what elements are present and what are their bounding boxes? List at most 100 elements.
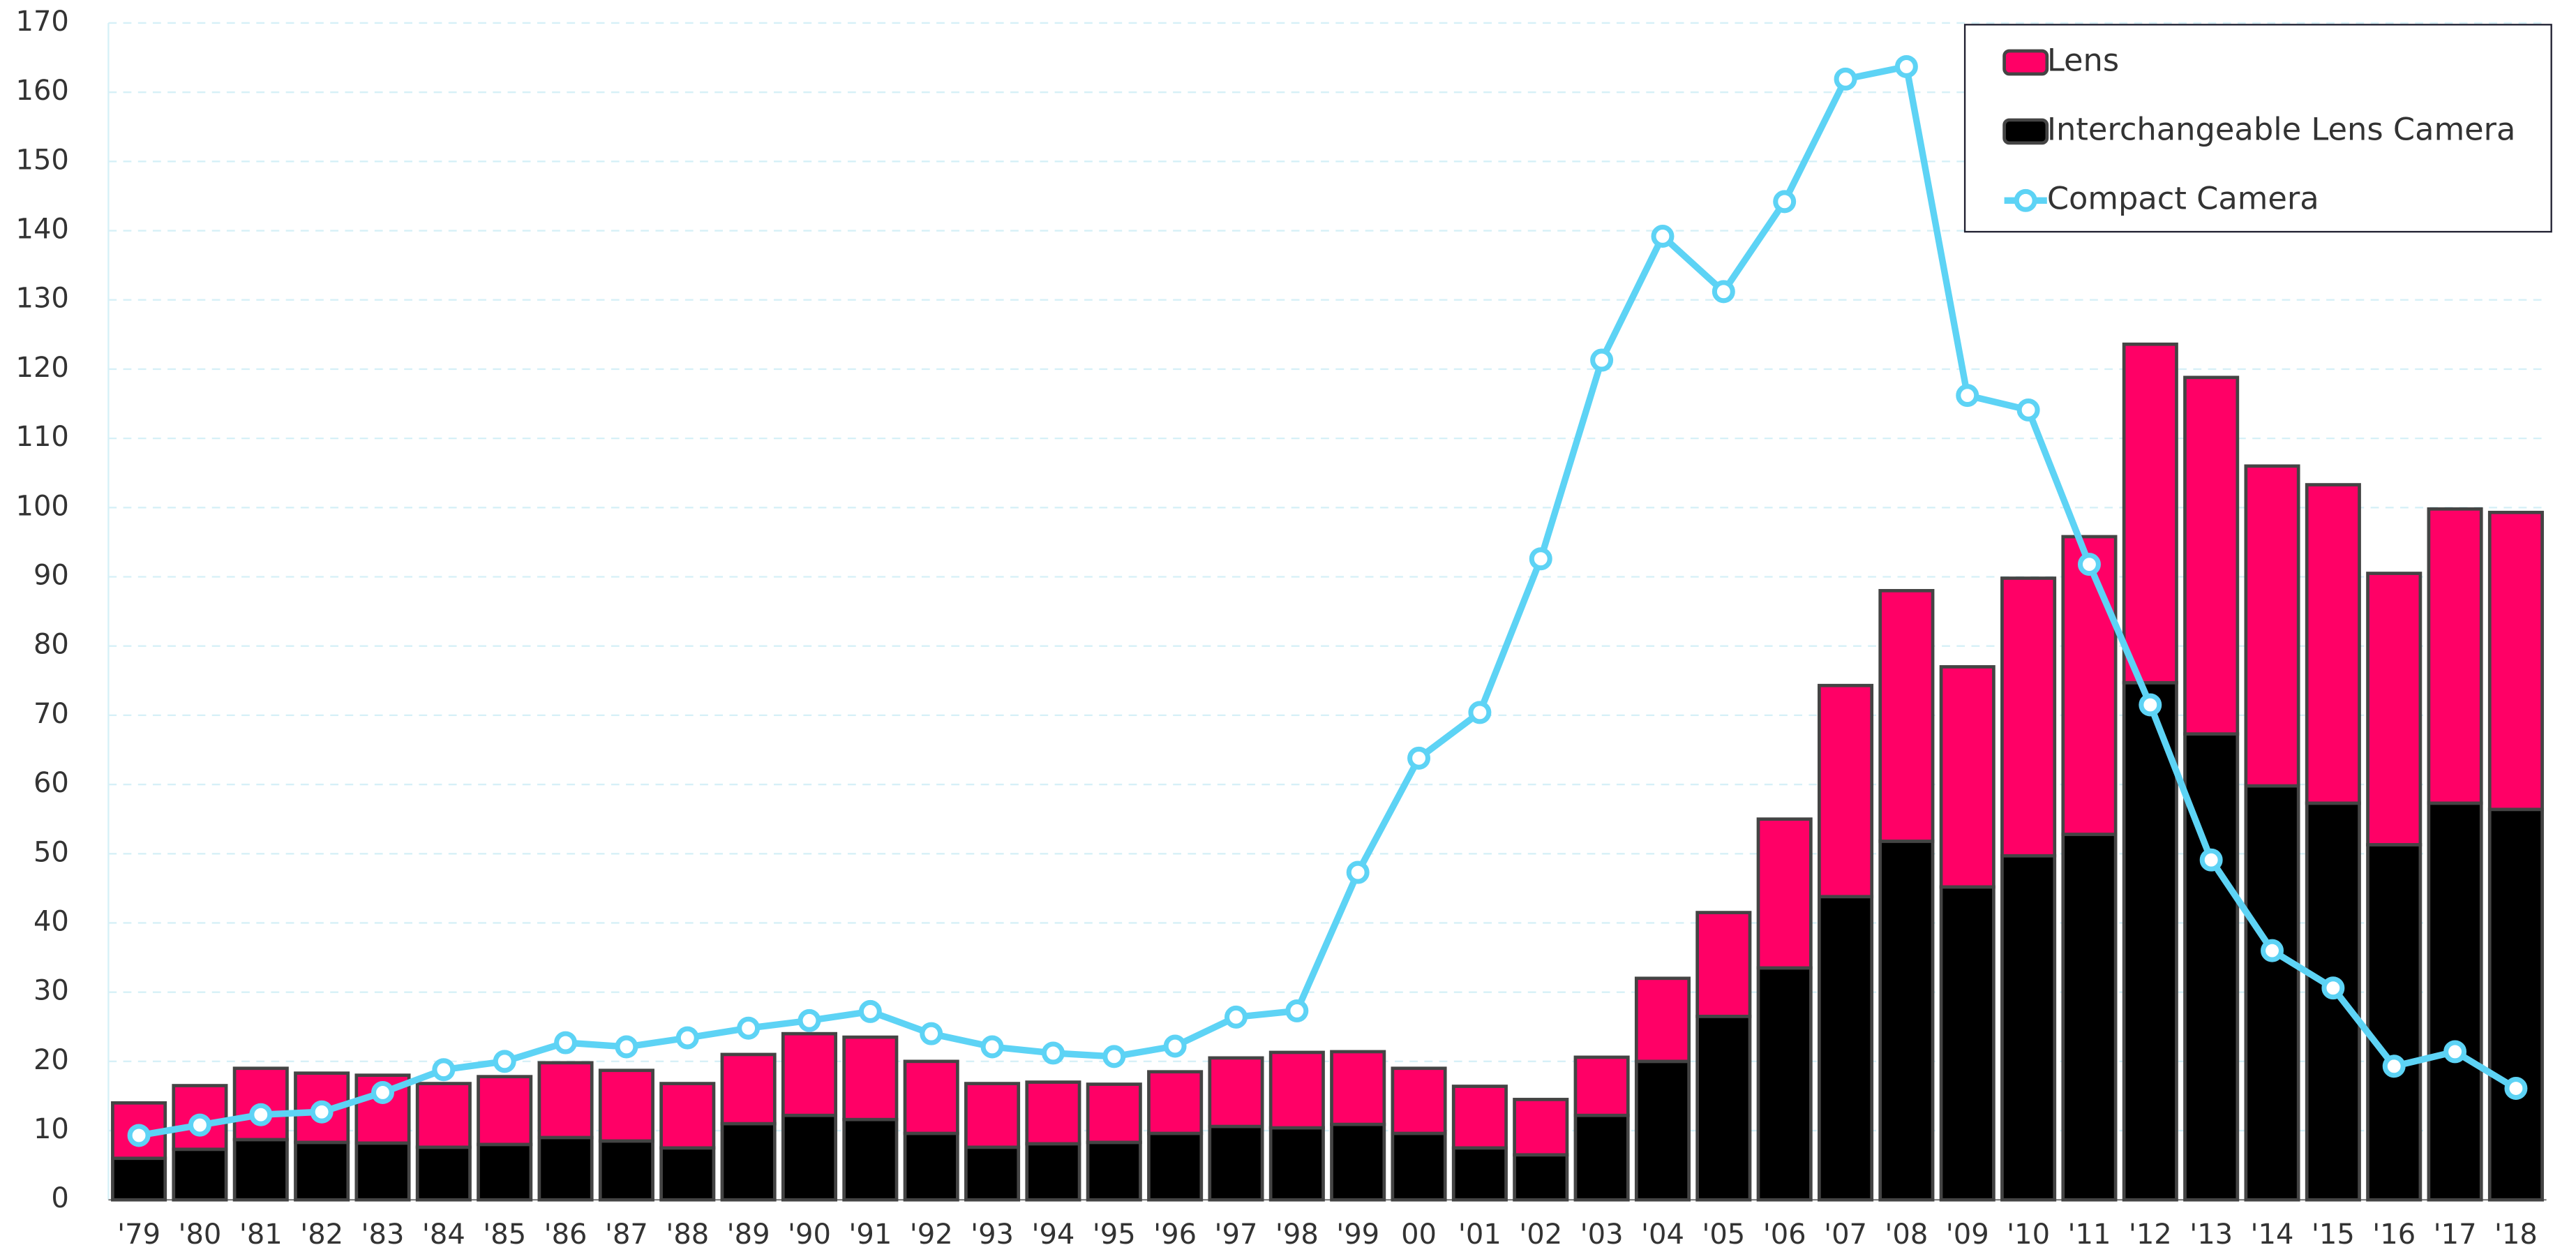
x-tick-label: '11 xyxy=(2067,1219,2111,1251)
bar xyxy=(1451,1146,1508,1202)
bar xyxy=(1268,1126,1325,1202)
bar xyxy=(1634,976,1691,1064)
bar xyxy=(598,1068,654,1143)
bar xyxy=(1513,1153,1569,1202)
bar xyxy=(2000,576,2057,858)
point xyxy=(675,1026,699,1050)
bar xyxy=(1147,1070,1204,1135)
bar xyxy=(354,1141,411,1202)
point xyxy=(1102,1045,1126,1068)
point xyxy=(615,1035,638,1059)
point xyxy=(920,1022,943,1045)
point xyxy=(310,1100,334,1124)
bar xyxy=(842,1035,899,1122)
x-tick-label: '80 xyxy=(178,1219,221,1251)
point xyxy=(1407,746,1431,770)
bar xyxy=(2487,807,2544,1202)
x-tick-label: '13 xyxy=(2189,1219,2233,1251)
bar xyxy=(842,1117,899,1202)
bar xyxy=(1573,1055,1630,1117)
legend-label: Lens xyxy=(2047,41,2119,78)
bar xyxy=(1513,1098,1569,1157)
bar xyxy=(2427,801,2483,1202)
x-tick-label: '16 xyxy=(2372,1219,2416,1251)
bar xyxy=(659,1082,716,1150)
x-tick-label: '98 xyxy=(1275,1219,1319,1251)
bar xyxy=(1634,1059,1691,1202)
bar xyxy=(2305,483,2361,805)
x-tick-label: '94 xyxy=(1031,1219,1074,1251)
x-tick-label: '10 xyxy=(2007,1219,2050,1251)
y-tick-label: 60 xyxy=(33,767,69,799)
bar xyxy=(781,1031,838,1117)
x-tick-label: '81 xyxy=(239,1219,283,1251)
bar xyxy=(1756,817,1813,970)
bar xyxy=(964,1082,1021,1149)
point xyxy=(2016,398,2040,422)
y-tick-label: 0 xyxy=(51,1182,68,1214)
x-tick-label: '04 xyxy=(1641,1219,1684,1251)
legend-swatch xyxy=(2002,49,2049,76)
point xyxy=(980,1035,1004,1059)
point xyxy=(1956,384,1979,408)
legend-label: Interchangeable Lens Camera xyxy=(2047,110,2516,147)
point xyxy=(1590,348,1614,372)
x-tick-label: '95 xyxy=(1093,1219,1136,1251)
bar xyxy=(1391,1131,1447,1202)
bar xyxy=(1025,1080,1081,1146)
bar xyxy=(1330,1122,1386,1202)
point xyxy=(1894,54,1918,78)
y-tick-label: 50 xyxy=(33,836,69,868)
y-tick-label: 30 xyxy=(33,975,69,1007)
bar xyxy=(1208,1056,1264,1128)
point xyxy=(1651,224,1675,248)
point xyxy=(371,1080,394,1104)
x-tick-label: '05 xyxy=(1702,1219,1745,1251)
x-tick-label: '97 xyxy=(1215,1219,1258,1251)
bar xyxy=(2183,732,2240,1202)
x-tick-label: '89 xyxy=(727,1219,770,1251)
x-tick-label: '17 xyxy=(2434,1219,2477,1251)
point xyxy=(1529,547,1552,571)
bar xyxy=(1025,1142,1081,1202)
legend-swatch xyxy=(2002,118,2049,145)
x-tick-label: '01 xyxy=(1458,1219,1502,1251)
x-tick-label: '08 xyxy=(1885,1219,1928,1251)
x-tick-label: '92 xyxy=(910,1219,953,1251)
x-tick-label: '87 xyxy=(605,1219,648,1251)
bar xyxy=(415,1082,472,1149)
bar xyxy=(111,1156,167,1202)
bar xyxy=(1086,1140,1142,1202)
bar xyxy=(477,1142,533,1202)
y-tick-label: 70 xyxy=(33,698,69,730)
point xyxy=(1163,1034,1187,1058)
bar xyxy=(2183,375,2240,736)
x-tick-label: 00 xyxy=(1401,1219,1437,1251)
point xyxy=(858,999,882,1023)
legend-label: Compact Camera xyxy=(2047,179,2319,216)
point xyxy=(249,1103,273,1126)
x-tick-label: '86 xyxy=(544,1219,587,1251)
bar xyxy=(1208,1124,1264,1202)
x-tick-label: '84 xyxy=(422,1219,465,1251)
x-tick-label: '02 xyxy=(1519,1219,1562,1251)
bar xyxy=(537,1135,594,1202)
bar xyxy=(477,1075,533,1147)
bar xyxy=(1818,683,1874,899)
x-tick-label: '99 xyxy=(1336,1219,1379,1251)
bar xyxy=(1878,840,1935,1202)
y-tick-label: 150 xyxy=(16,144,69,176)
bar xyxy=(2061,833,2118,1202)
bar xyxy=(2244,464,2300,788)
bar xyxy=(1939,885,1995,1202)
bar xyxy=(1330,1050,1386,1126)
bar xyxy=(1147,1131,1204,1202)
bar xyxy=(1451,1085,1508,1150)
point xyxy=(737,1016,761,1040)
y-tick-label: 110 xyxy=(16,421,69,453)
y-tick-label: 40 xyxy=(33,905,69,937)
point xyxy=(127,1124,151,1147)
bar xyxy=(232,1138,289,1202)
point xyxy=(1773,190,1797,214)
bar xyxy=(964,1145,1021,1202)
